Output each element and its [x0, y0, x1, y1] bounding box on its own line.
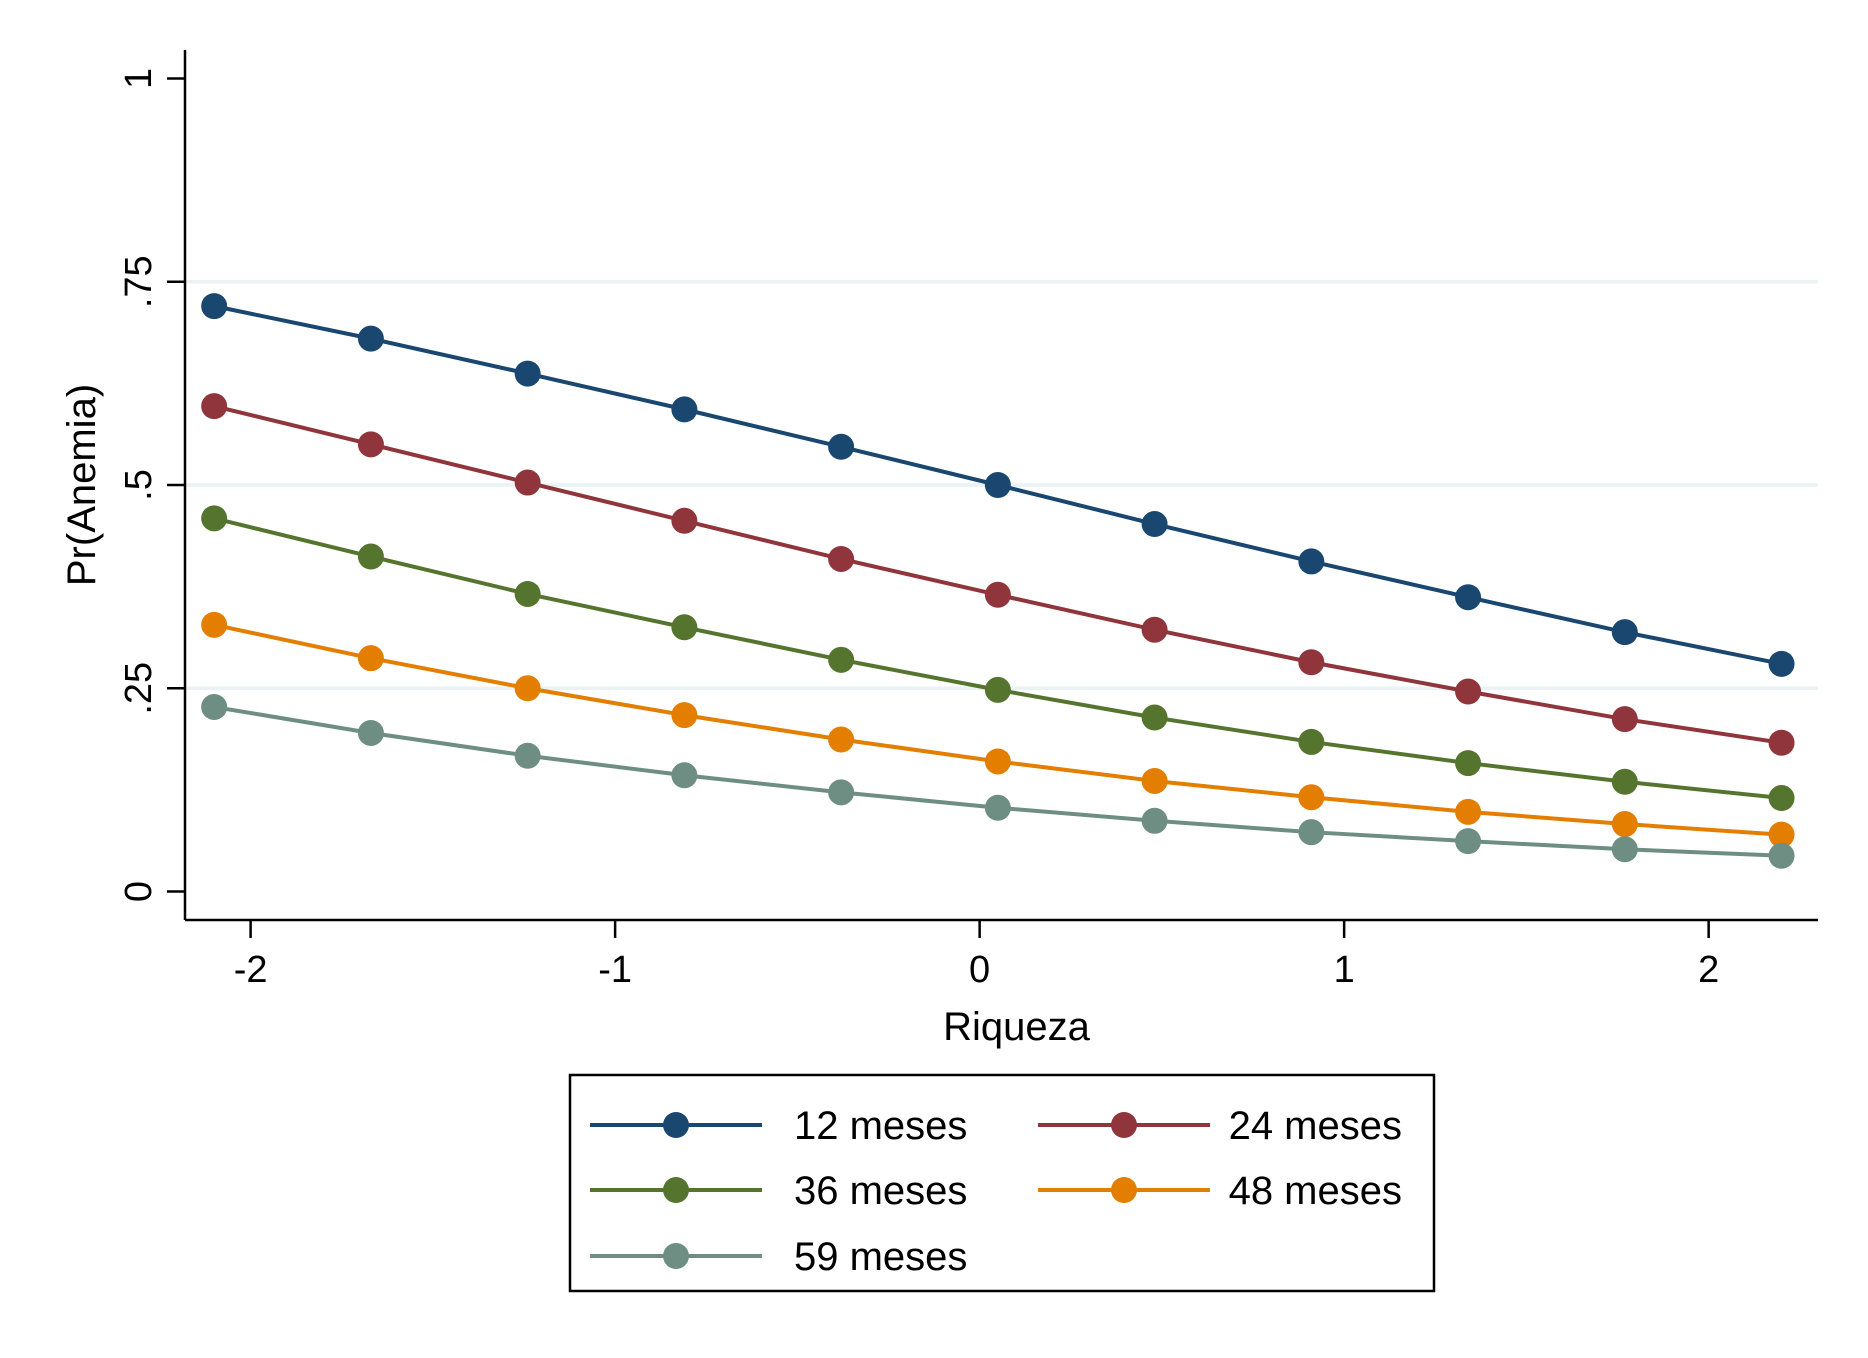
- legend-label-2: 36 meses: [794, 1169, 967, 1213]
- data-point-4-7: [1298, 819, 1325, 846]
- data-point-2-3: [671, 614, 698, 641]
- series-4: [201, 693, 1795, 869]
- data-point-3-2: [514, 675, 541, 702]
- data-point-0-2: [514, 360, 541, 387]
- y-tick-label-2: .5: [118, 469, 160, 501]
- data-point-3-3: [671, 702, 698, 729]
- data-point-4-2: [514, 742, 541, 769]
- data-point-1-3: [671, 507, 698, 534]
- legend-marker-1: [1111, 1112, 1137, 1138]
- y-tick-label-4: 1: [118, 68, 160, 89]
- series-0: [201, 293, 1795, 677]
- y-tick-label-1: .25: [118, 662, 160, 715]
- data-point-0-4: [828, 433, 855, 460]
- legend-label-0: 12 meses: [794, 1104, 967, 1148]
- legend: 12 meses 24 meses 36 meses 48 meses 59 meses: [568, 1073, 1436, 1293]
- data-point-0-8: [1455, 584, 1482, 611]
- x-tick-label-3: 1: [1334, 949, 1355, 991]
- y-axis-title: Pr(Anemia): [60, 384, 104, 586]
- x-tick-label-0: -2: [234, 949, 268, 991]
- data-point-0-1: [357, 325, 384, 352]
- series-2: [201, 505, 1795, 812]
- data-point-4-5: [984, 794, 1011, 821]
- legend-marker-4: [663, 1243, 689, 1269]
- data-point-2-4: [828, 646, 855, 673]
- data-point-3-8: [1455, 798, 1482, 825]
- data-point-3-0: [201, 611, 228, 638]
- legend-item-1: 24 meses: [1038, 1104, 1402, 1148]
- data-point-1-4: [828, 545, 855, 572]
- data-point-4-9: [1611, 836, 1638, 863]
- data-point-3-9: [1611, 811, 1638, 838]
- x-axis-ticks: -2 -1 0 1 2: [234, 920, 1719, 991]
- data-point-1-8: [1455, 678, 1482, 705]
- data-point-3-7: [1298, 784, 1325, 811]
- y-tick-label-0: 0: [118, 881, 160, 902]
- data-point-2-2: [514, 580, 541, 607]
- legend-marker-2: [663, 1177, 689, 1203]
- data-point-1-0: [201, 393, 228, 420]
- data-point-3-5: [984, 748, 1011, 775]
- data-point-1-5: [984, 581, 1011, 608]
- data-point-2-5: [984, 676, 1011, 703]
- legend-label-1: 24 meses: [1229, 1104, 1402, 1148]
- data-point-1-7: [1298, 649, 1325, 676]
- data-point-1-1: [357, 431, 384, 458]
- data-point-4-1: [357, 719, 384, 746]
- data-point-1-10: [1768, 729, 1795, 756]
- y-axis-ticks: 0 .25 .5 .75 1: [118, 68, 185, 902]
- data-point-4-10: [1768, 842, 1795, 869]
- legend-label-3: 48 meses: [1229, 1169, 1402, 1213]
- data-point-2-7: [1298, 728, 1325, 755]
- x-axis-title: Riqueza: [943, 1005, 1091, 1049]
- data-point-3-4: [828, 726, 855, 753]
- data-point-0-7: [1298, 548, 1325, 575]
- data-point-0-3: [671, 396, 698, 423]
- data-point-0-6: [1141, 511, 1168, 538]
- x-tick-label-4: 2: [1698, 949, 1719, 991]
- data-point-2-1: [357, 543, 384, 570]
- data-point-2-10: [1768, 785, 1795, 812]
- legend-item-4: 59 meses: [590, 1235, 967, 1279]
- legend-label-4: 59 meses: [794, 1235, 967, 1279]
- data-point-4-4: [828, 779, 855, 806]
- data-point-1-9: [1611, 706, 1638, 733]
- data-point-2-9: [1611, 768, 1638, 795]
- x-tick-label-1: -1: [598, 949, 632, 991]
- data-point-2-6: [1141, 704, 1168, 731]
- data-point-0-5: [984, 472, 1011, 498]
- data-point-4-3: [671, 762, 698, 789]
- series-1: [201, 393, 1795, 756]
- legend-item-0: 12 meses: [590, 1104, 967, 1148]
- data-point-3-6: [1141, 767, 1168, 794]
- data-point-4-8: [1455, 828, 1482, 855]
- data-point-2-0: [201, 505, 228, 532]
- legend-marker-0: [663, 1112, 689, 1138]
- data-point-4-0: [201, 693, 228, 720]
- data-point-1-6: [1141, 616, 1168, 643]
- data-point-2-8: [1455, 750, 1482, 777]
- data-point-0-9: [1611, 619, 1638, 646]
- x-tick-label-2: 0: [969, 949, 990, 991]
- series-3: [201, 611, 1795, 848]
- y-tick-label-3: .75: [118, 255, 160, 308]
- data-point-0-0: [201, 293, 228, 320]
- data-point-1-2: [514, 469, 541, 496]
- legend-marker-3: [1111, 1177, 1137, 1203]
- data-point-0-10: [1768, 650, 1795, 677]
- legend-item-3: 48 meses: [1038, 1169, 1402, 1213]
- data-point-4-6: [1141, 807, 1168, 834]
- series-lines: [201, 293, 1795, 869]
- data-point-3-10: [1768, 821, 1795, 848]
- legend-item-2: 36 meses: [590, 1169, 967, 1213]
- data-point-3-1: [357, 645, 384, 672]
